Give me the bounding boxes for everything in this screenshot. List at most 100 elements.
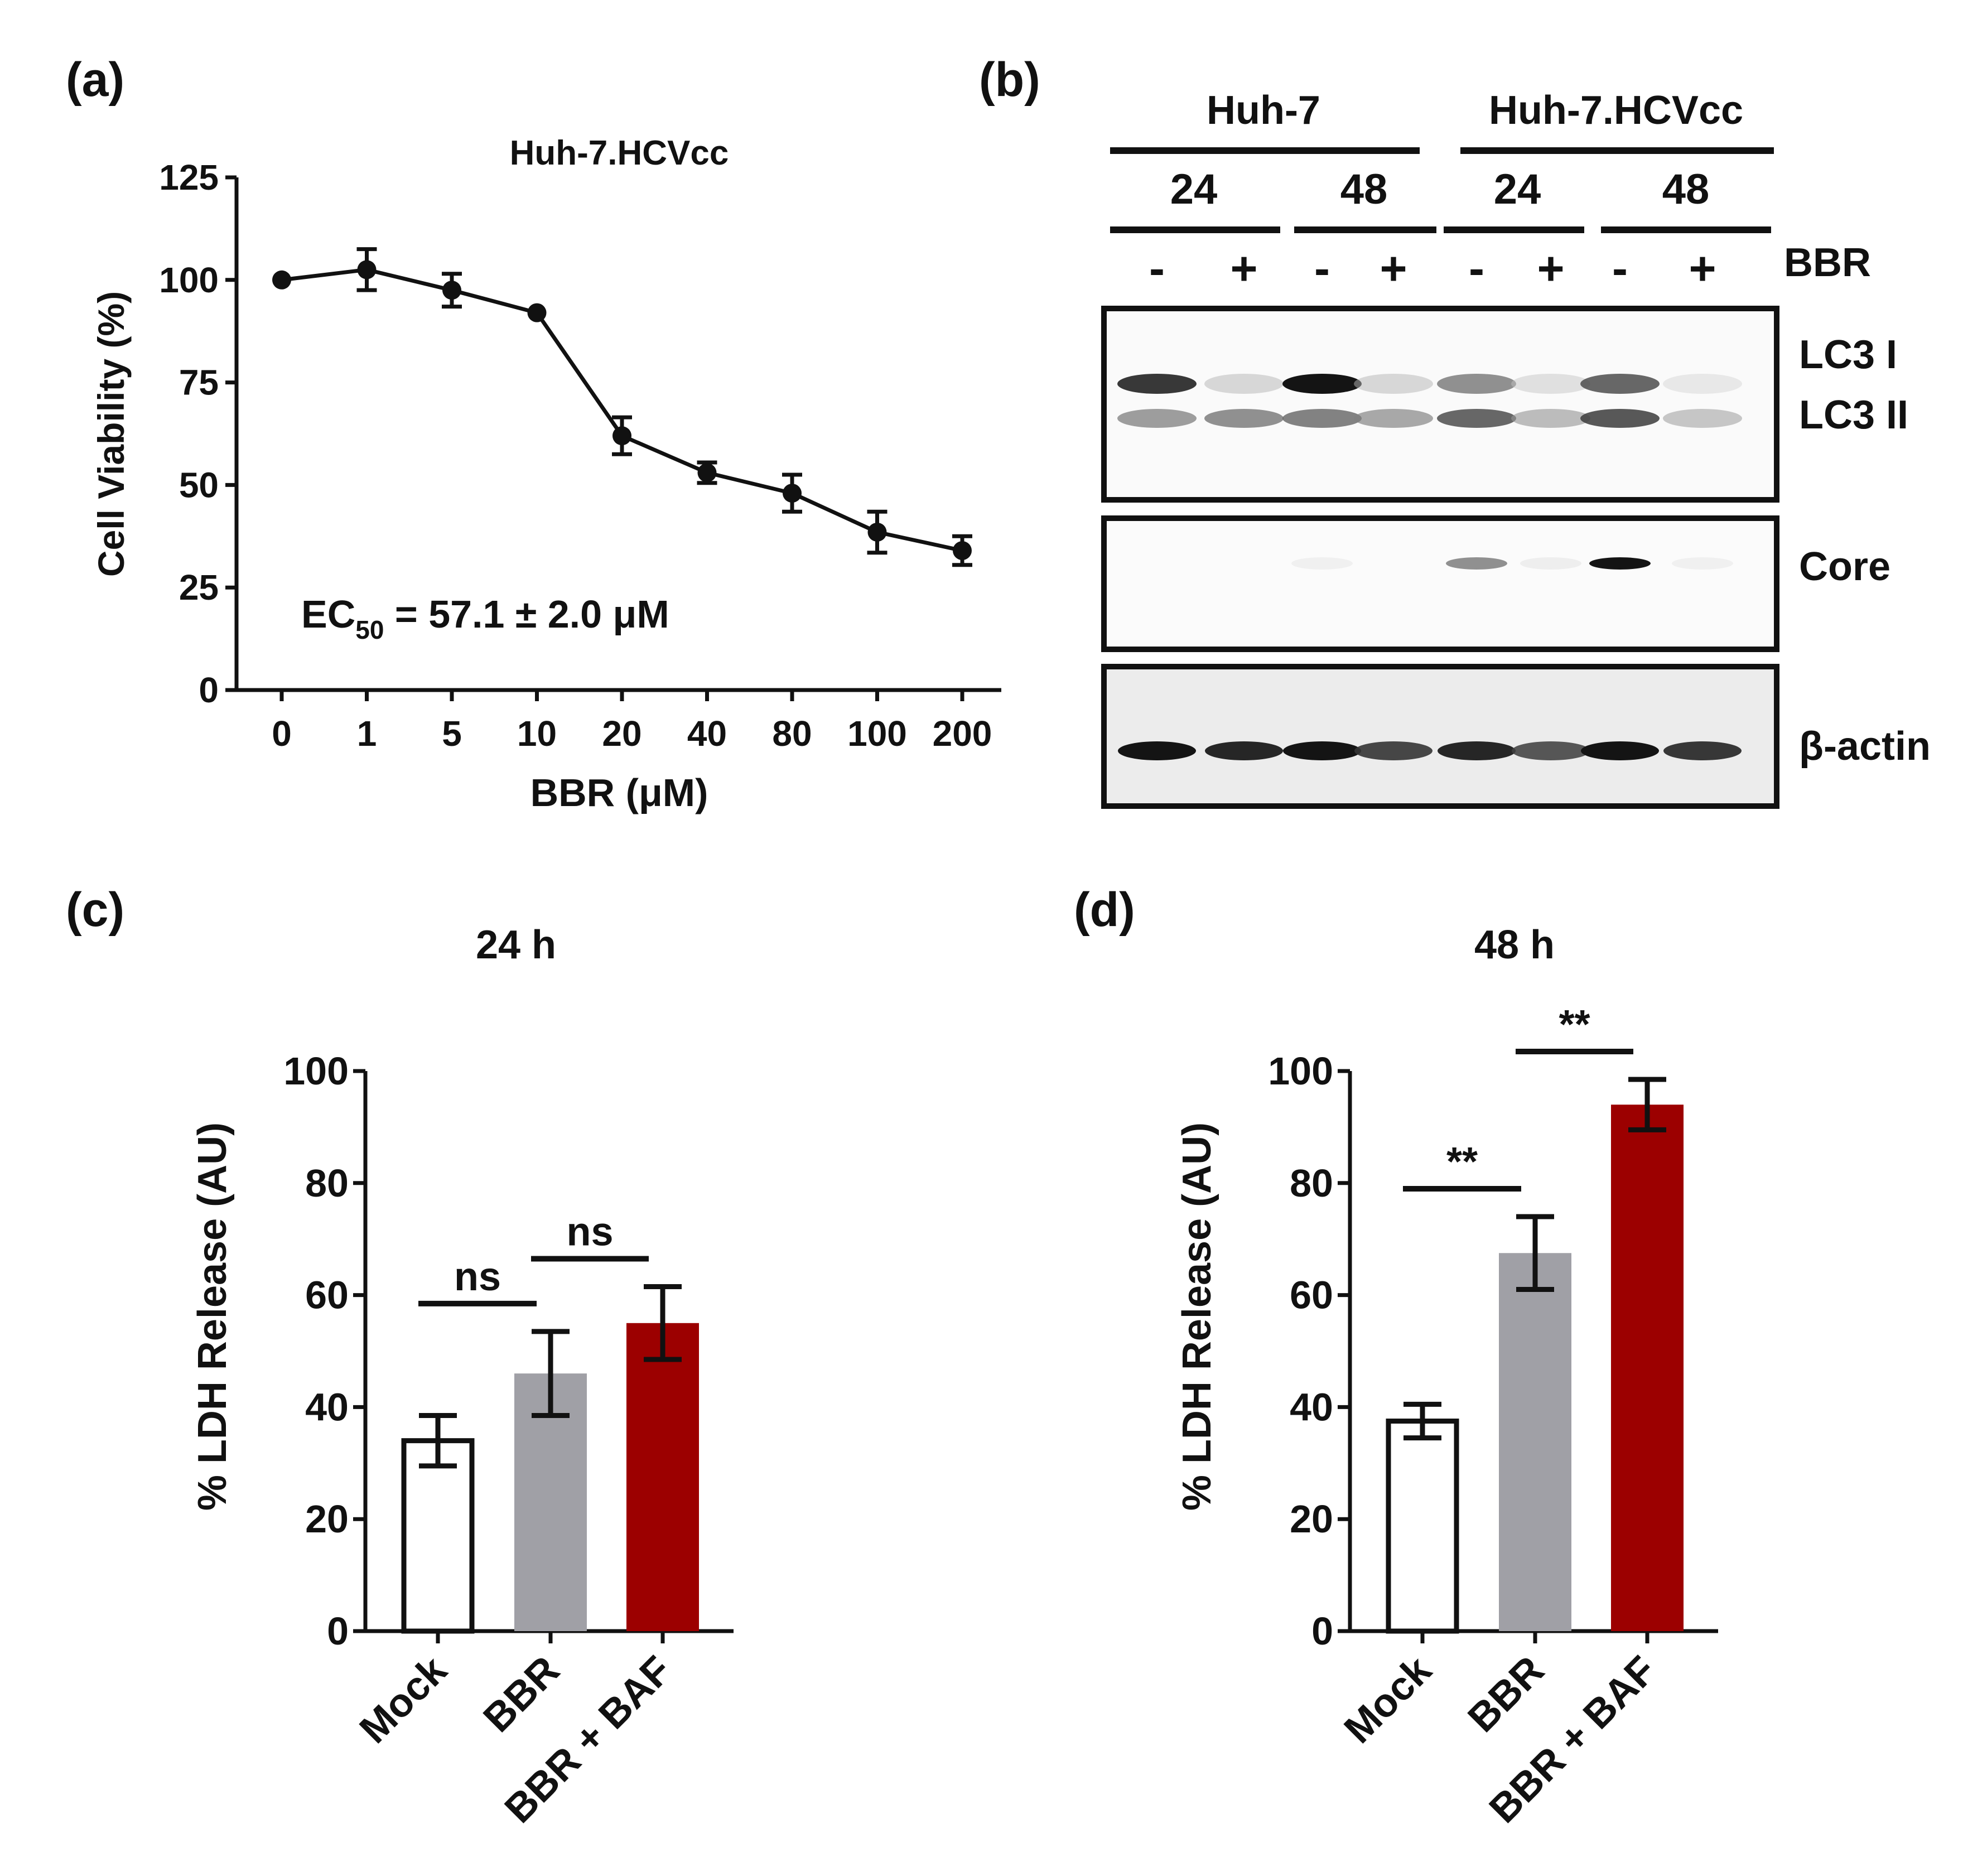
viability-series-line [281,267,963,553]
beta-actin-band [1118,741,1196,760]
chart-d-y-tick-label: 40 [1290,1385,1333,1429]
chart-a-x-tick-label: 40 [687,713,727,754]
viability-data-point [357,260,377,279]
chart-a-x-tick-label: 100 [847,713,907,754]
lc3-i-band [1204,374,1284,394]
viability-data-point [612,426,631,446]
row-label-actin: β-actin [1799,724,1931,769]
lc3-i-band [1117,374,1197,394]
blot-treatment-sign: - [1469,242,1484,295]
chart-a-y-tick-label: 0 [199,670,219,710]
viability-data-point [783,484,802,503]
beta-actin-band [1438,741,1516,760]
lc3-ii-band [1117,409,1197,428]
beta-actin-band [1354,741,1433,760]
core-band [1589,557,1651,570]
blot-treatment-sign: + [1537,242,1564,295]
panel-label-c: (c) [66,883,124,937]
chart-c-significance-label: ns [566,1210,613,1255]
blot-time-label: 24 [1494,166,1541,213]
lc3-i-band [1282,374,1362,394]
bbr-baf-bar [1611,1105,1684,1631]
beta-actin-band [1663,741,1742,760]
blot-time-label: 48 [1662,166,1710,213]
viability-data-point [442,281,461,300]
blot-treatment-sign: + [1689,242,1716,295]
beta-actin-band [1205,741,1283,760]
row-label-lc3-2: LC3 II [1799,393,1908,437]
panel-label-b: (b) [979,53,1040,107]
mock-bar [401,1438,475,1634]
chart-d-y-tick-label: 100 [1268,1049,1333,1093]
chart-a-x-label: BBR (μM) [530,771,708,814]
chart-c-y-tick-label: 80 [305,1161,349,1205]
chart-c-x-tick-label: BBR [475,1648,568,1741]
lc3-blot-panel [1101,306,1779,503]
chart-a-y-tick-label: 25 [179,567,219,607]
lc3-i-band [1580,374,1660,394]
lc3-ii-band [1204,409,1284,428]
blot-group-hcvcc: Huh-7.HCVcc [1489,88,1743,133]
chart-d-x-tick-label: BBR [1459,1648,1552,1741]
viability-line-chart: Huh-7.HCVcc 0 25 50 75 100 125 0 1 5 10 20 40 80 100… [90,134,1001,814]
chart-a-y-tick-label: 50 [179,465,219,505]
chart-d-y-tick-label: 20 [1290,1497,1333,1541]
chart-d-x-tick-label: Mock [1336,1647,1440,1752]
blot-treatment-sign: + [1230,242,1257,295]
blot-treatment-label: BBR [1784,240,1871,285]
chart-c-significance-label: ns [454,1255,501,1299]
chart-a-x-tick-label: 200 [933,713,992,754]
chart-a-y-tick-label: 75 [179,363,219,403]
blot-treatment-sign: - [1612,242,1628,295]
lc3-ii-band [1354,409,1433,428]
beta-actin-band [1512,741,1590,760]
chart-a-x-tick-label: 10 [517,713,557,754]
chart-c-x-tick-label: Mock [351,1647,456,1752]
viability-data-point [272,270,291,290]
lc3-i-band [1437,374,1516,394]
chart-c-y-label: % LDH Release (AU) [190,1122,235,1511]
chart-c-y-tick-label: 20 [305,1497,349,1541]
chart-d-y-tick-label: 60 [1290,1274,1333,1317]
chart-d-title: 48 h [1474,923,1555,967]
chart-a-x-tick-label: 0 [272,713,292,754]
lc3-i-band [1354,374,1433,394]
lc3-i-band [1511,374,1590,394]
chart-a-title: Huh-7.HCVcc [510,134,729,172]
chart-c-y-tick-label: 40 [305,1385,349,1429]
core-band [1291,557,1353,570]
blot-group-huh7: Huh-7 [1207,88,1320,133]
panel-label-a: (a) [66,53,124,107]
viability-data-point [953,541,972,561]
mock-bar [1386,1419,1459,1634]
chart-c-y-tick-label: 0 [327,1609,349,1653]
lc3-ii-band [1580,409,1660,428]
chart-a-x-tick-label: 5 [442,713,462,754]
chart-c-y-tick-label: 60 [305,1274,349,1317]
core-band [1520,557,1581,570]
chart-d-y-tick-label: 80 [1290,1161,1333,1205]
lc3-i-band [1663,374,1742,394]
blot-time-label: 48 [1340,166,1388,213]
viability-data-point [697,463,717,483]
row-label-lc3-1: LC3 I [1799,332,1897,377]
ec50-annotation: EC50 = 57.1 ± 2.0 μM [301,592,669,644]
chart-d-y-label: % LDH Release (AU) [1175,1122,1219,1511]
ldh-24h-bar-chart: 24 h % LDH Release (AU) 0 20 40 60 80 100 Mock… [190,923,734,1831]
chart-a-x-tick-label: 80 [772,713,812,754]
bbr-baf-bar [626,1323,699,1631]
lc3-ii-band [1282,409,1362,428]
blot-treatment-sign: - [1149,242,1165,295]
bbr-bar [1499,1253,1571,1631]
chart-d-y-tick-label: 0 [1311,1609,1333,1653]
lc3-ii-band [1663,409,1742,428]
chart-a-x-tick-label: 20 [602,713,642,754]
lc3-ii-band [1511,409,1590,428]
viability-data-point [867,522,887,542]
viability-data-point [527,303,547,322]
chart-a-y-tick-label: 100 [159,260,219,300]
core-blot-panel [1101,515,1779,652]
chart-c-y-tick-label: 100 [283,1049,349,1093]
chart-a-y-tick-label: 125 [159,157,219,197]
blot-time-label: 24 [1170,166,1218,213]
